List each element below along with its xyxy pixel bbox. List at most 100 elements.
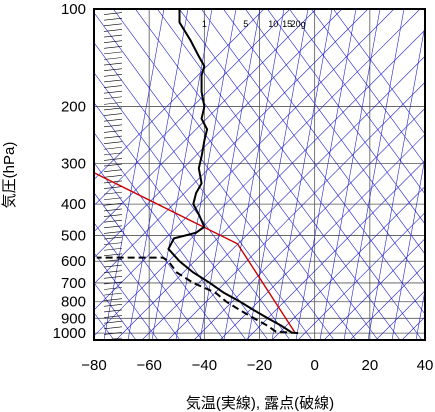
wind-barb	[103, 79, 123, 83]
wind-barb	[103, 304, 123, 307]
wind-barb	[103, 135, 123, 139]
mixing-ratio-label: 5	[243, 19, 248, 29]
wind-barb	[103, 197, 123, 201]
y-tick-label: 600	[61, 253, 86, 270]
mixing-ratio-line	[223, 9, 285, 340]
wind-barb	[103, 315, 123, 318]
wind-barb	[103, 186, 123, 189]
y-tick-label: 1000	[53, 325, 86, 342]
y-axis-label: 気圧(hPa)	[1, 142, 18, 209]
wind-barb	[103, 90, 123, 94]
isotherm-line	[94, 9, 421, 337]
wind-barb	[103, 141, 123, 144]
x-tick-label: −20	[247, 357, 272, 374]
wind-barb	[103, 214, 123, 217]
wind-barb	[103, 57, 123, 60]
wind-barb	[103, 74, 123, 77]
y-tick-label: 800	[61, 294, 86, 311]
wind-barb	[103, 96, 123, 100]
wind-barb	[103, 152, 123, 156]
wind-barb	[103, 175, 123, 178]
adiabat-line	[332, 9, 425, 135]
wind-barb	[103, 163, 123, 167]
wind-barb	[103, 17, 123, 21]
wind-barb	[103, 51, 123, 55]
adiabat-line	[244, 9, 425, 255]
mixing-ratio-line	[391, 156, 425, 340]
wind-barb	[103, 281, 123, 285]
wind-barb	[103, 158, 123, 161]
isotherm-line	[94, 9, 317, 233]
wind-barb	[103, 292, 123, 296]
plot-frame	[93, 8, 426, 341]
wind-barb	[103, 113, 123, 116]
mixing-ratio-line	[271, 9, 333, 340]
wind-barb	[103, 247, 123, 251]
mixing-ratio-line	[199, 9, 261, 340]
wind-barb	[103, 264, 123, 268]
wind-barb	[103, 326, 123, 330]
wind-barb	[103, 107, 123, 111]
y-tick-label: 900	[61, 310, 86, 327]
mixing-ratio-label: 15	[282, 19, 292, 29]
adiabat-line	[94, 252, 159, 340]
y-tick-label: 200	[61, 99, 86, 116]
isotherm-line	[167, 81, 425, 340]
wind-barb	[103, 219, 123, 223]
wind-barb	[103, 102, 123, 105]
x-tick-label: 0	[310, 357, 318, 374]
parcel-curve	[94, 172, 296, 334]
y-tick-label: 400	[61, 196, 86, 213]
isotherm-line	[193, 107, 425, 340]
mixing-ratio-line	[175, 9, 237, 340]
adiabat-line	[94, 192, 203, 340]
mixing-ratio-line	[367, 23, 425, 340]
wind-barb	[103, 332, 123, 335]
isotherm-line	[94, 9, 343, 259]
wind-barb	[103, 231, 123, 234]
sounding-series	[96, 9, 299, 335]
wind-barb	[103, 130, 123, 133]
wind-barb	[103, 253, 123, 257]
x-tick-label: −60	[136, 357, 161, 374]
parcel-line	[94, 172, 296, 334]
mixing-ratio-line	[103, 9, 165, 340]
wind-barb	[103, 208, 123, 212]
y-tick-label: 100	[61, 1, 86, 18]
mixing-ratio-line	[247, 9, 309, 340]
adiabat-line	[266, 9, 425, 225]
wind-barb	[103, 85, 123, 88]
y-tick-label: 500	[61, 228, 86, 245]
y-tick-label: 300	[61, 156, 86, 173]
adiabat-line	[94, 102, 269, 340]
wind-barb	[103, 191, 123, 195]
wind-barb	[103, 320, 123, 324]
x-tick-label: 40	[417, 357, 434, 374]
wind-barb	[103, 225, 123, 229]
x-axis-label: 気温(実線), 露点(破線)	[186, 395, 334, 412]
wind-barb	[103, 29, 123, 32]
isotherm-line	[323, 238, 425, 340]
x-tick-label: −80	[81, 357, 106, 374]
wind-barb	[103, 298, 123, 302]
mixing-ratio-line	[151, 9, 213, 340]
wind-barb	[103, 62, 123, 66]
wind-barbs	[103, 9, 123, 340]
wind-barb	[103, 287, 123, 290]
x-tick-label: 20	[361, 357, 378, 374]
wind-barb	[103, 270, 123, 273]
mixing-ratio-label: 20g	[291, 19, 306, 29]
adiabat-line	[310, 9, 425, 165]
wind-barb	[103, 118, 123, 122]
wind-barb	[103, 309, 123, 313]
wind-barb	[103, 242, 123, 245]
adiabat-lines	[94, 9, 425, 340]
mixing-ratio-line	[319, 9, 381, 340]
mixing-ratio-line	[343, 9, 405, 340]
adiabat-line	[94, 162, 225, 340]
adiabat-line	[156, 9, 401, 340]
